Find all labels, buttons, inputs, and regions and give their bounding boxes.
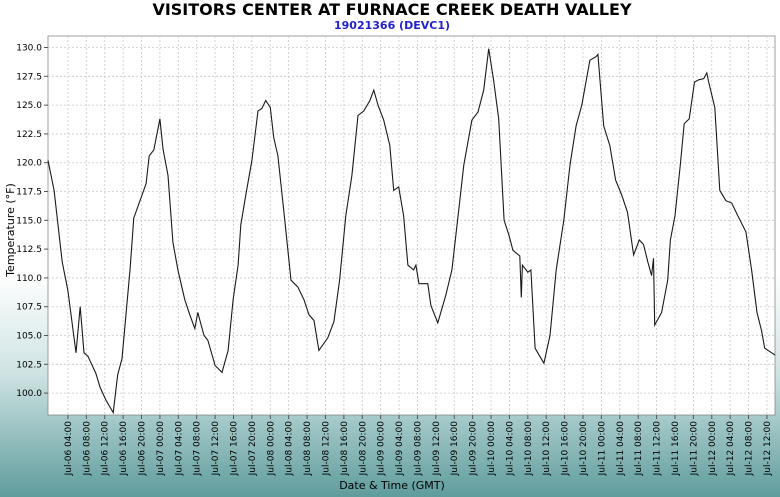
y-tick-label: 117.5: [16, 188, 42, 198]
x-tick-label: Jul-08 16:00: [340, 421, 350, 477]
x-tick-label: Jul-10 20:00: [579, 421, 589, 477]
x-tick-label: Jul-07 08:00: [193, 421, 203, 477]
chart-subtitle: 19021366 (DEVC1): [334, 19, 450, 32]
x-tick-label: Jul-10 12:00: [542, 421, 552, 477]
y-tick-label: 112.5: [16, 245, 42, 255]
x-tick-label: Jul-09 08:00: [413, 421, 423, 477]
plot-area: [47, 35, 776, 416]
y-tick-label: 102.5: [16, 360, 42, 370]
x-tick-label: Jul-11 16:00: [671, 421, 681, 477]
x-tick-label: Jul-11 08:00: [634, 421, 644, 477]
x-tick-label: Jul-10 04:00: [505, 421, 515, 477]
x-tick-label: Jul-07 04:00: [174, 421, 184, 477]
x-tick-label: Jul-10 08:00: [524, 421, 534, 477]
x-tick-label: Jul-06 08:00: [82, 421, 92, 477]
x-tick-label: Jul-08 08:00: [303, 421, 313, 477]
x-tick-label: Jul-12 04:00: [726, 421, 736, 477]
x-tick-label: Jul-06 20:00: [138, 421, 148, 477]
x-tick-label: Jul-06 04:00: [64, 421, 74, 477]
x-tick-label: Jul-11 04:00: [616, 421, 626, 477]
x-tick-label: Jul-11 20:00: [689, 421, 699, 477]
x-tick-label: Jul-10 16:00: [561, 421, 571, 477]
x-axis-label: Date & Time (GMT): [339, 479, 445, 492]
x-tick-label: Jul-07 16:00: [229, 421, 239, 477]
y-tick-label: 130.0: [16, 44, 42, 54]
x-tick-label: Jul-12 12:00: [763, 421, 773, 477]
x-tick-label: Jul-08 04:00: [285, 421, 295, 477]
y-tick-label: 100.0: [16, 389, 42, 399]
x-tick-label: Jul-07 00:00: [156, 421, 166, 477]
x-tick-label: Jul-07 20:00: [248, 421, 258, 477]
y-axis-label: Temperature (°F): [4, 183, 17, 278]
chart-title: VISITORS CENTER AT FURNACE CREEK DEATH V…: [152, 0, 632, 19]
x-tick-label: Jul-09 04:00: [395, 421, 405, 477]
temperature-line: [47, 48, 776, 415]
x-tick-label: Jul-09 12:00: [432, 421, 442, 477]
x-tick-label: Jul-08 00:00: [266, 421, 276, 477]
x-tick-label: Jul-12 08:00: [745, 421, 755, 477]
x-tick-label: Jul-10 00:00: [487, 421, 497, 477]
x-tick-label: Jul-08 20:00: [358, 421, 368, 477]
y-tick-label: 115.0: [16, 216, 42, 226]
y-tick-label: 125.0: [16, 101, 42, 111]
y-tick-label: 110.0: [16, 274, 42, 284]
x-tick-label: Jul-08 12:00: [321, 421, 331, 477]
x-tick-label: Jul-06 16:00: [119, 421, 129, 477]
x-tick-label: Jul-11 12:00: [653, 421, 663, 477]
x-tick-label: Jul-12 00:00: [708, 421, 718, 477]
y-tick-label: 105.0: [16, 332, 42, 342]
y-tick-label: 107.5: [16, 303, 42, 313]
y-tick-label: 127.5: [16, 72, 42, 82]
x-tick-label: Jul-09 16:00: [450, 421, 460, 477]
y-tick-label: 120.0: [16, 159, 42, 169]
x-tick-label: Jul-11 00:00: [597, 421, 607, 477]
x-tick-label: Jul-09 20:00: [469, 421, 479, 477]
x-tick-label: Jul-07 12:00: [211, 421, 221, 477]
x-tick-label: Jul-09 00:00: [377, 421, 387, 477]
y-tick-label: 122.5: [16, 130, 42, 140]
x-tick-label: Jul-06 12:00: [101, 421, 111, 477]
